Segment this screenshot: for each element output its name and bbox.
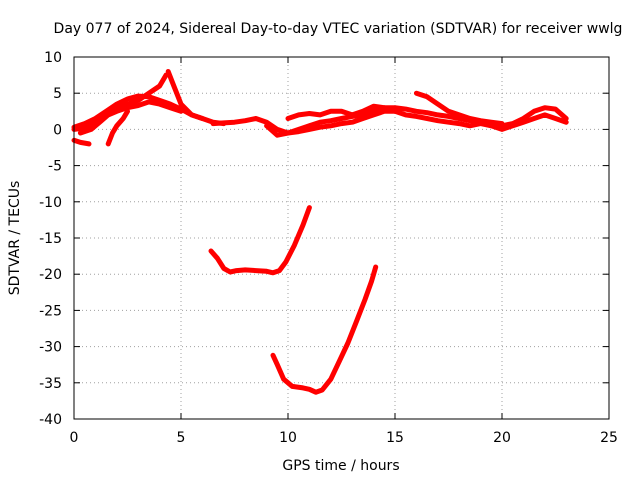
series-trace-2 [71, 137, 92, 147]
x-tick-label: 0 [70, 430, 79, 446]
y-tick-label: 5 [53, 86, 62, 102]
series-group [71, 69, 569, 395]
series-trace-7 [210, 108, 398, 136]
y-tick-label: 10 [44, 50, 62, 66]
y-tick-label: -5 [48, 159, 62, 175]
series-trace-4 [77, 99, 184, 136]
x-tick-label: 10 [279, 430, 297, 446]
y-tick-label: -20 [39, 267, 62, 283]
series-trace-9 [285, 103, 569, 132]
y-tick-label: -15 [39, 231, 62, 247]
y-tick-label: -10 [39, 195, 62, 211]
x-tick-label: 25 [600, 430, 618, 446]
series-trace-10 [413, 90, 505, 127]
series-trace-3 [71, 72, 169, 132]
series-trace-6 [165, 69, 205, 121]
y-tick-label: -30 [39, 340, 62, 356]
y-tick-label: -40 [39, 412, 62, 428]
x-axis-label: GPS time / hours [282, 458, 399, 474]
series-trace-5 [105, 108, 130, 147]
chart-title: Day 077 of 2024, Sidereal Day-to-day VTE… [54, 21, 623, 37]
x-tick-label: 5 [177, 430, 186, 446]
series-trace-8 [264, 105, 569, 138]
x-tick-label: 20 [493, 430, 511, 446]
y-tick-label: -25 [39, 303, 62, 319]
x-tick-label: 15 [386, 430, 404, 446]
y-tick-label: -35 [39, 376, 62, 392]
series-trace-12 [270, 264, 379, 395]
y-axis-label: SDTVAR / TECUs [7, 181, 23, 296]
y-tick-label: 0 [53, 122, 62, 138]
series-trace-11 [208, 205, 312, 276]
plot-frame [73, 56, 610, 420]
